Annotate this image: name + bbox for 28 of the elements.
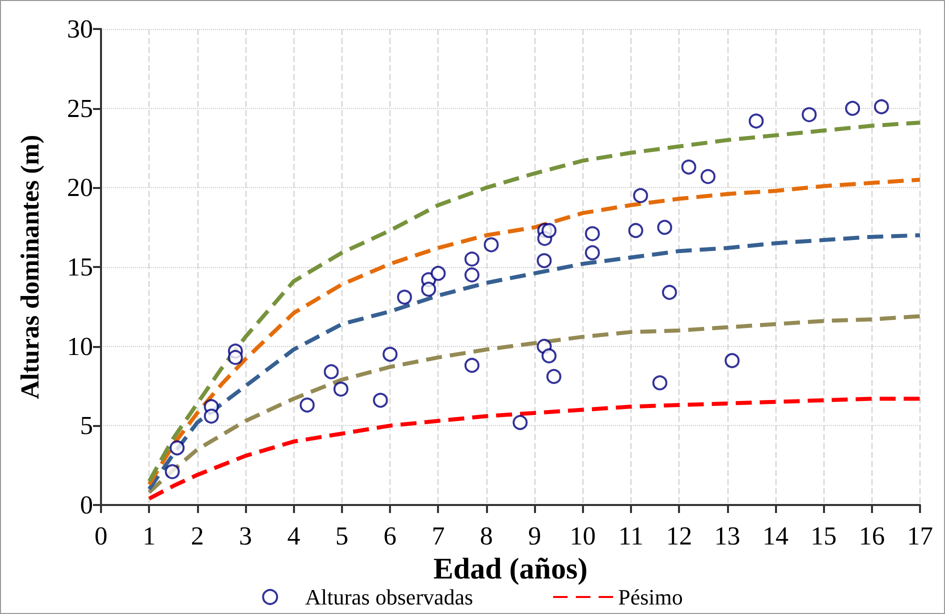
- legend-label: Pésimo: [618, 584, 683, 610]
- x-tick-label: 3: [239, 522, 252, 550]
- x-tick-label: 4: [287, 522, 300, 550]
- x-tick-label: 17: [907, 522, 933, 550]
- x-axis-title: Edad (años): [433, 552, 588, 586]
- legend-label: Alturas observadas: [305, 584, 474, 610]
- y-tick-label: 10: [67, 332, 93, 361]
- y-tick-label: 15: [67, 252, 93, 282]
- x-tick-label: 1: [142, 522, 156, 550]
- y-tick-label: 25: [67, 94, 93, 123]
- x-tick-label: 16: [858, 522, 885, 550]
- x-tick-label: 14: [762, 522, 788, 550]
- x-tick-label: 5: [335, 522, 348, 550]
- y-axis-title: Alturas dominantes (m): [16, 134, 44, 400]
- x-tick-label: 11: [618, 522, 644, 550]
- x-tick-label: 7: [432, 522, 445, 550]
- x-tick-label: 8: [480, 522, 493, 550]
- x-tick-label: 9: [528, 522, 542, 550]
- x-tick-label: 15: [810, 522, 837, 550]
- y-tick-label: 30: [67, 14, 93, 44]
- x-tick-label: 6: [384, 522, 397, 550]
- x-tick-label: 13: [714, 522, 740, 550]
- y-tick-label: 20: [67, 173, 93, 202]
- y-tick-label: 0: [80, 490, 93, 520]
- x-tick-label: 12: [666, 522, 692, 550]
- x-tick-label: 2: [190, 522, 204, 550]
- y-tick-label: 5: [80, 411, 93, 440]
- x-tick-label: 10: [570, 522, 596, 550]
